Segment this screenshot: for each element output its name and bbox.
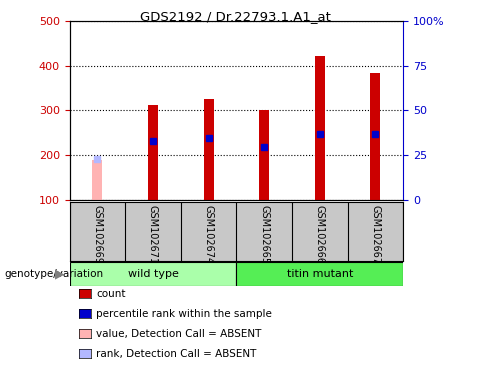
Text: wild type: wild type	[128, 269, 179, 279]
Text: genotype/variation: genotype/variation	[5, 269, 104, 279]
Bar	[236, 262, 403, 286]
Bar	[204, 99, 214, 200]
Bar	[371, 73, 381, 200]
Bar	[315, 56, 325, 200]
Bar	[259, 111, 269, 200]
Text: GSM102669: GSM102669	[92, 205, 102, 263]
Bar	[92, 159, 102, 200]
Text: ▶: ▶	[55, 268, 65, 281]
Bar	[70, 262, 236, 286]
Text: rank, Detection Call = ABSENT: rank, Detection Call = ABSENT	[96, 349, 256, 359]
Text: GSM102666: GSM102666	[315, 205, 325, 263]
Text: value, Detection Call = ABSENT: value, Detection Call = ABSENT	[96, 329, 262, 339]
Text: GSM102667: GSM102667	[371, 205, 380, 264]
Text: titin mutant: titin mutant	[287, 269, 353, 279]
Bar	[148, 105, 158, 200]
Text: GDS2192 / Dr.22793.1.A1_at: GDS2192 / Dr.22793.1.A1_at	[140, 10, 331, 23]
Text: GSM102665: GSM102665	[259, 205, 269, 264]
Text: count: count	[96, 289, 125, 299]
Text: GSM102674: GSM102674	[204, 205, 214, 264]
Text: percentile rank within the sample: percentile rank within the sample	[96, 309, 272, 319]
Text: GSM102671: GSM102671	[148, 205, 158, 264]
